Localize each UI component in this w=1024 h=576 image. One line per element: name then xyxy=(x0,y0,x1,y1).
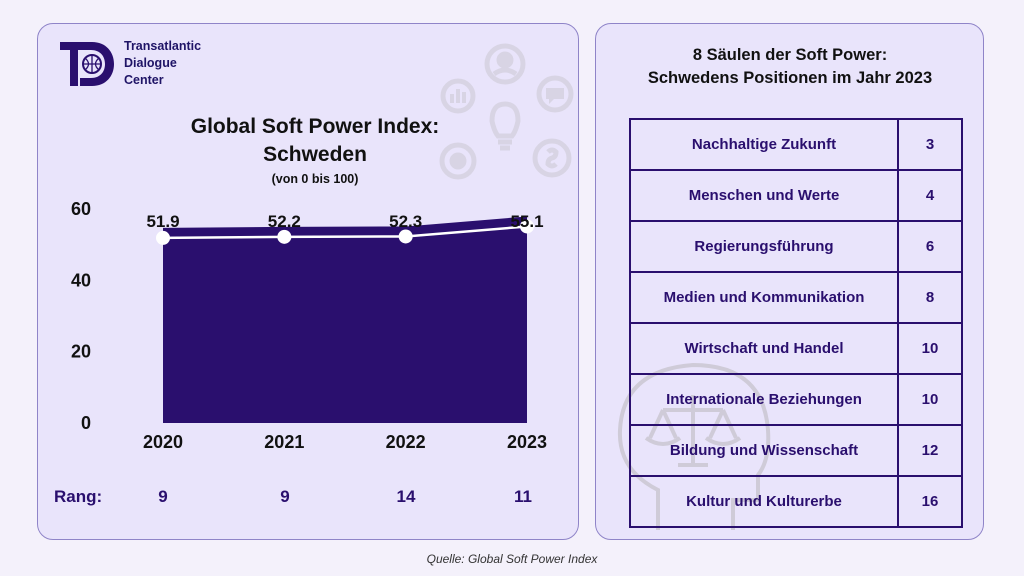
pillar-rank: 10 xyxy=(897,322,963,375)
pillars-title-line-2: Schwedens Positionen im Jahr 2023 xyxy=(647,69,933,87)
rank-value-2020: 9 xyxy=(158,487,168,506)
data-point xyxy=(520,219,534,234)
y-tick-label: 60 xyxy=(71,199,91,219)
pillar-name: Regierungsführung xyxy=(629,220,899,273)
pillars-table: Nachhaltige Zukunft 3 Menschen und Werte 4… xyxy=(629,118,963,528)
pillar-name: Menschen und Werte xyxy=(629,169,899,222)
pillar-rank: 3 xyxy=(897,118,963,171)
x-tick-label: 2021 xyxy=(264,432,304,452)
pillars-title-line-1: 8 Säulen der Soft Power: xyxy=(692,46,888,64)
pillar-rank: 16 xyxy=(897,475,963,528)
tdc-logo-icon xyxy=(60,42,114,86)
table-row: Menschen und Werte 4 xyxy=(629,169,963,222)
x-tick-label: 2023 xyxy=(507,432,547,452)
pillar-rank: 6 xyxy=(897,220,963,273)
y-tick-label: 20 xyxy=(71,342,91,362)
chart-title: Global Soft Power Index: Schweden xyxy=(190,115,440,166)
data-label: 55.1 xyxy=(510,212,543,231)
rank-value-2023: 11 xyxy=(514,487,532,506)
soft-power-icons-decoration-icon xyxy=(439,43,574,180)
pillar-rank: 10 xyxy=(897,373,963,426)
area-fill xyxy=(163,216,527,423)
rank-label: Rang: xyxy=(54,487,103,506)
y-tick-label: 0 xyxy=(81,413,91,433)
rank-value-2021: 9 xyxy=(280,487,290,506)
table-row: Nachhaltige Zukunft 3 xyxy=(629,118,963,171)
data-point xyxy=(156,230,170,245)
pillar-rank: 8 xyxy=(897,271,963,324)
pillar-name: Medien und Kommunikation xyxy=(629,271,899,324)
source-note: Quelle: Global Soft Power Index xyxy=(426,552,598,566)
pillar-rank: 4 xyxy=(897,169,963,222)
data-label: 51.9 xyxy=(146,212,179,231)
table-row: Internationale Beziehungen 10 xyxy=(629,373,963,426)
pillar-name: Internationale Beziehungen xyxy=(629,373,899,426)
data-point xyxy=(277,229,292,244)
chart-subtitle: (von 0 bis 100) xyxy=(271,172,359,186)
data-label: 52.3 xyxy=(389,212,422,231)
pillar-rank: 12 xyxy=(897,424,963,477)
data-point xyxy=(398,229,413,244)
table-row: Wirtschaft und Handel 10 xyxy=(629,322,963,375)
table-row: Medien und Kommunikation 8 xyxy=(629,271,963,324)
pillars-title: 8 Säulen der Soft Power: Schwedens Posit… xyxy=(600,44,980,90)
table-row: Regierungsführung 6 xyxy=(629,220,963,273)
pillar-name: Bildung und Wissenschaft xyxy=(629,424,899,477)
x-tick-label: 2022 xyxy=(386,432,426,452)
pillar-name: Kultur und Kulturerbe xyxy=(629,475,899,528)
y-tick-label: 40 xyxy=(71,270,91,290)
rank-value-2022: 14 xyxy=(396,487,416,506)
pillar-name: Nachhaltige Zukunft xyxy=(629,118,899,171)
organization-name: Transatlantic Dialogue Center xyxy=(124,38,201,89)
series-line xyxy=(162,225,528,240)
pillar-name: Wirtschaft und Handel xyxy=(629,322,899,375)
table-row: Bildung und Wissenschaft 12 xyxy=(629,424,963,477)
x-tick-label: 2020 xyxy=(143,432,183,452)
org-line-2: Dialogue xyxy=(124,56,177,70)
org-line-1: Transatlantic xyxy=(124,39,202,53)
org-line-3: Center xyxy=(124,73,164,87)
data-label: 52.2 xyxy=(268,212,301,231)
table-row: Kultur und Kulturerbe 16 xyxy=(629,475,963,528)
